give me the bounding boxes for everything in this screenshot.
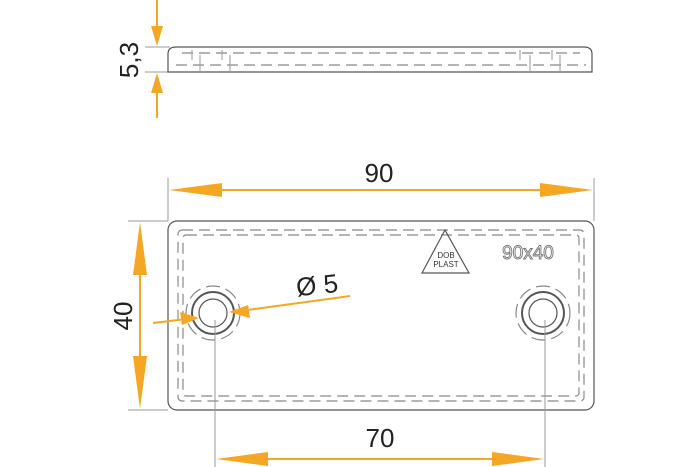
svg-text:PLAST: PLAST [433,260,458,269]
width-label: 40 [108,302,138,331]
hole-left [185,285,241,467]
hole-spacing-dimension: 70 [216,423,544,466]
thickness-label: 5,3 [114,42,144,78]
side-view [145,46,593,73]
svg-text:DOB: DOB [437,251,454,260]
hole-spacing-label: 70 [366,423,395,453]
width-dimension: 40 [108,220,168,411]
dobplast-logo: DOB PLAST [420,228,471,274]
hole-right [515,285,571,467]
size-label: 90x40 [502,243,554,264]
length-dimension: 90 [167,158,595,221]
hole-diameter-dimension: Ø 5 [152,268,351,325]
top-view: DOB PLAST 90x40 [167,220,595,467]
hole-diameter-label: Ø 5 [295,268,340,302]
length-label: 90 [365,158,394,188]
thickness-dimension: 5,3 [114,0,163,118]
